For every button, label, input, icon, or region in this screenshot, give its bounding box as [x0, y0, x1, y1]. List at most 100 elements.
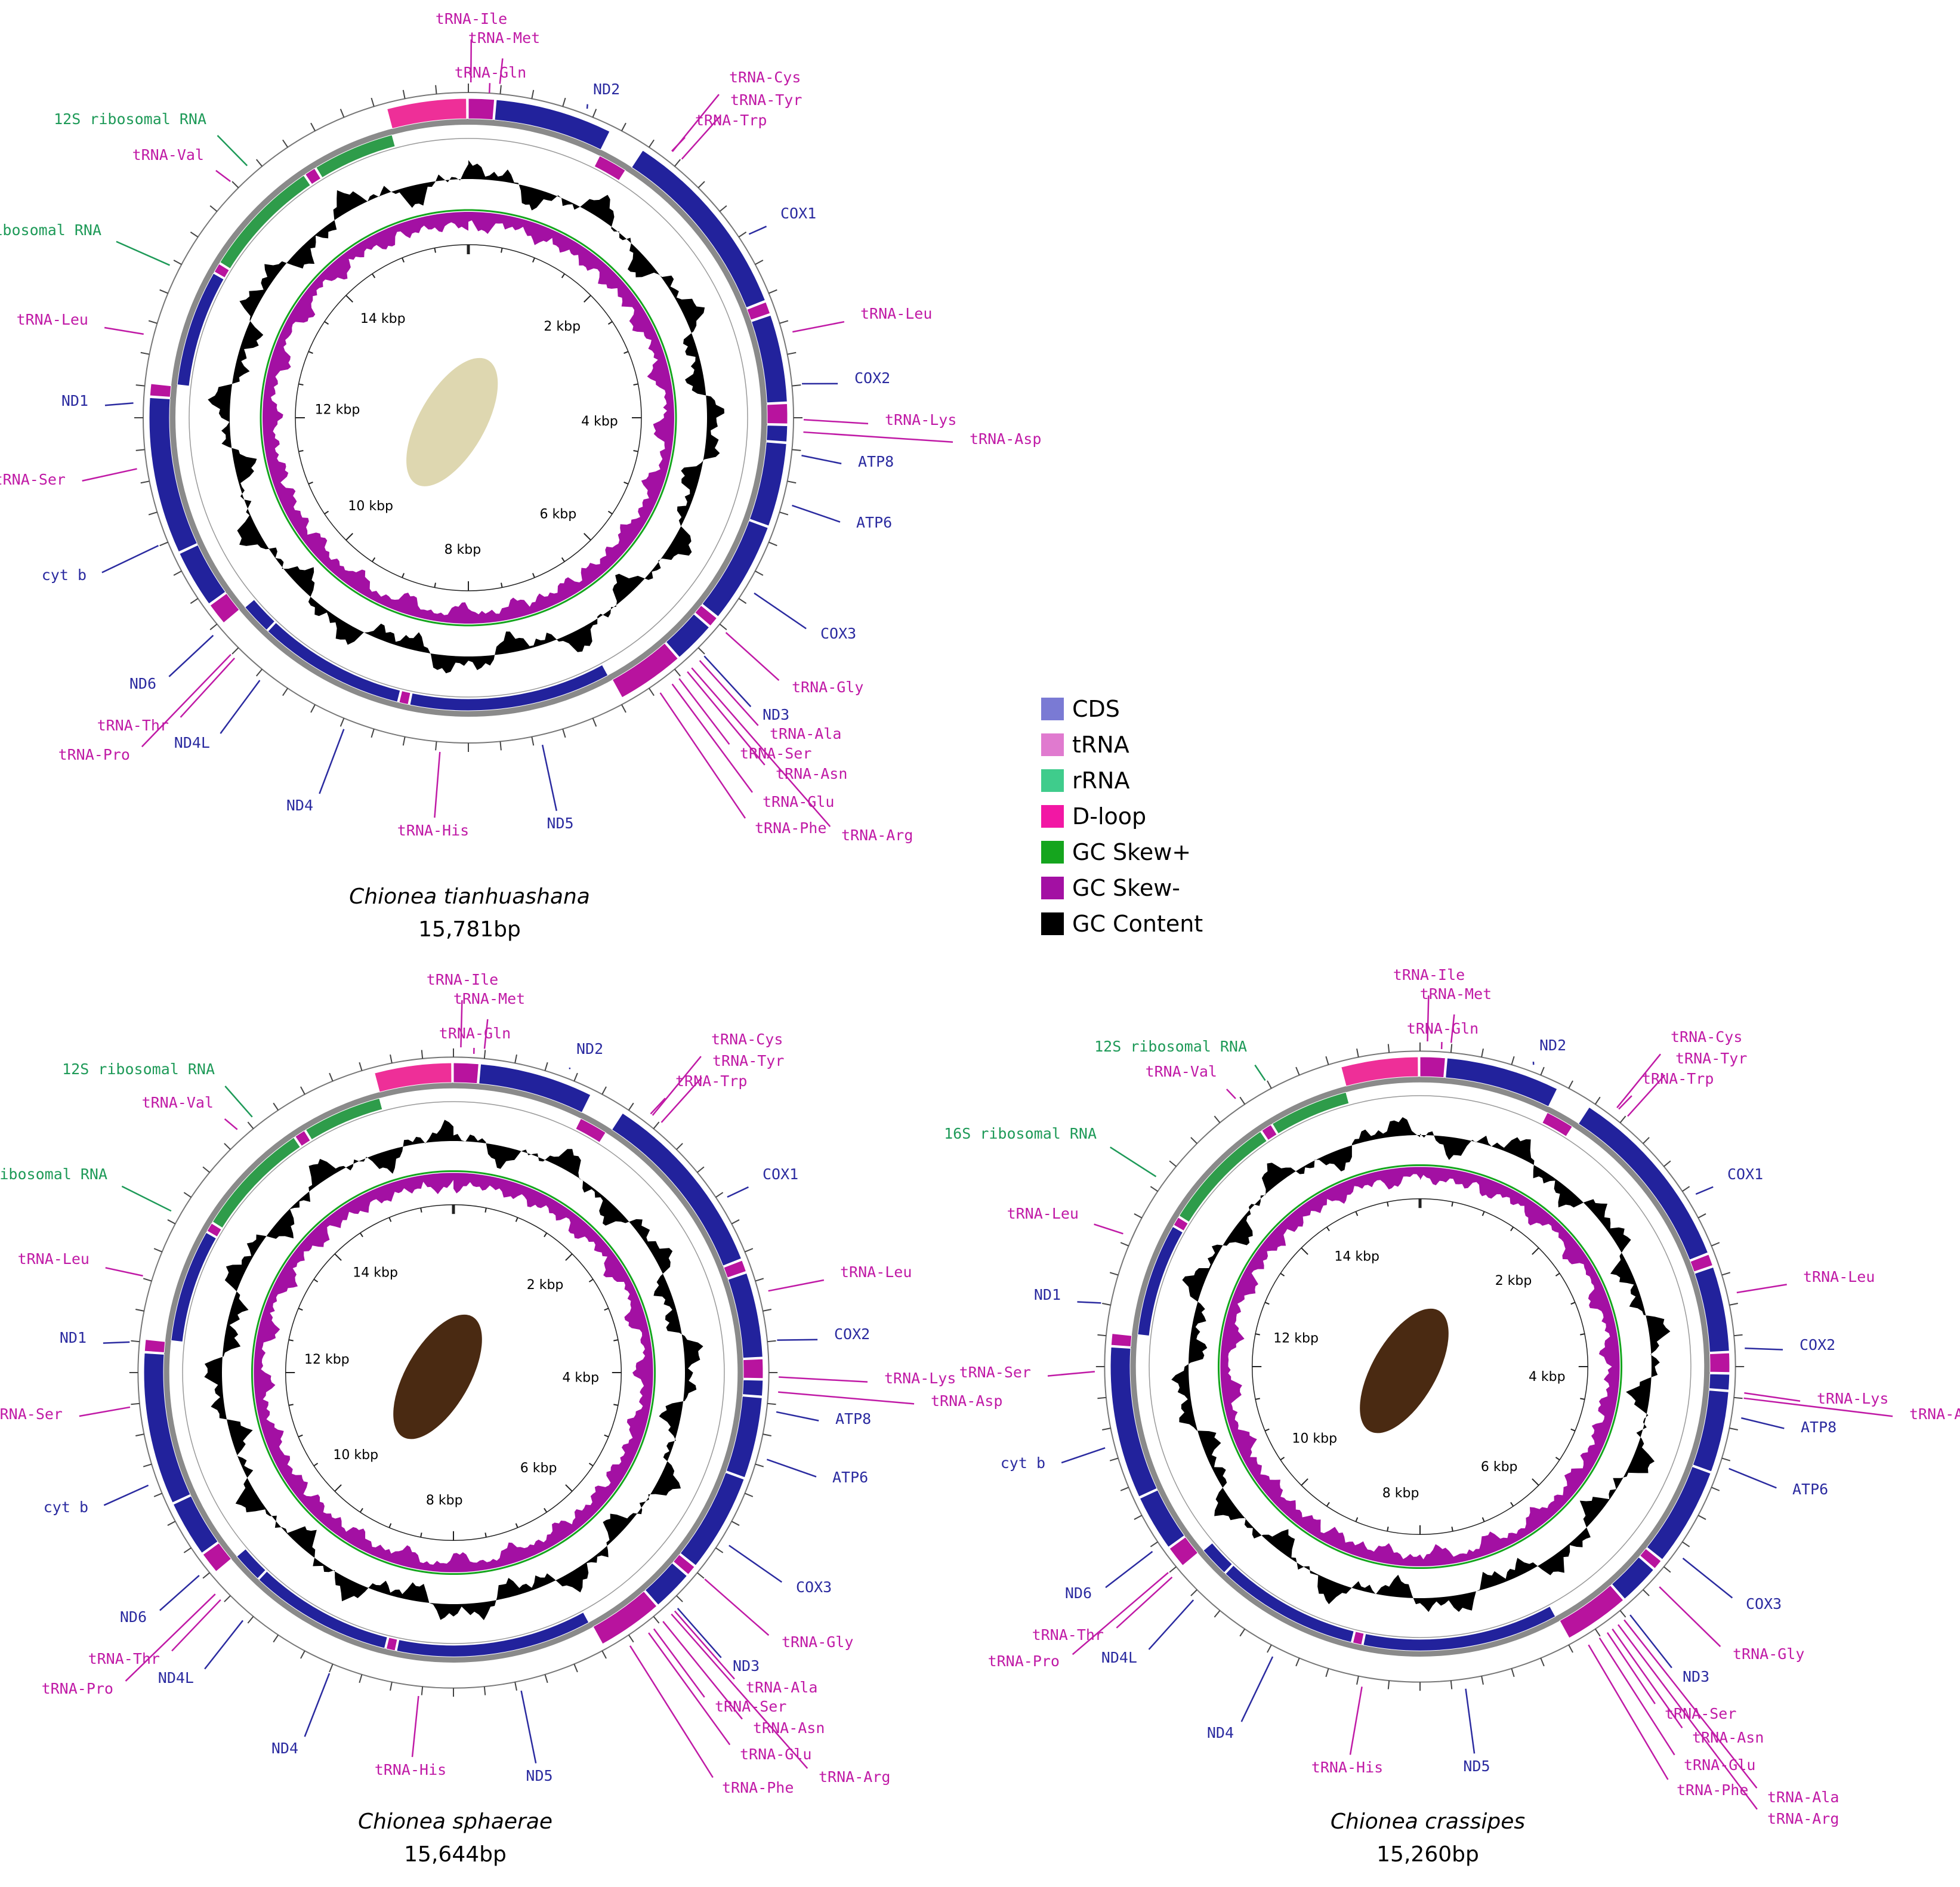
kbp-tick [288, 1339, 294, 1342]
tick [1643, 1137, 1650, 1144]
legend-label: GC Content [1072, 911, 1203, 937]
gene-block-cds [172, 1496, 218, 1554]
gene-block-rrna [305, 1097, 383, 1140]
tick [167, 1219, 176, 1225]
tick [143, 1278, 152, 1282]
gene-label: tRNA-Ala [1767, 1789, 1839, 1806]
leader-line [411, 1695, 419, 1758]
tick [1663, 1160, 1671, 1167]
tick [745, 1493, 754, 1497]
gene-label: ND1 [60, 1329, 87, 1346]
leader-line [687, 671, 766, 766]
tick [1682, 1186, 1690, 1192]
gene-label: tRNA-Phe [1677, 1781, 1748, 1799]
leader-line [629, 1645, 714, 1778]
leader-line [125, 1593, 216, 1682]
legend-label: rRNA [1072, 767, 1130, 794]
kbp-tick [420, 1533, 422, 1538]
kbp-tick [1264, 1302, 1270, 1305]
tick [779, 320, 789, 324]
leader-line [725, 632, 780, 681]
leader-line [1659, 1586, 1721, 1647]
kbp-tick [604, 1434, 609, 1438]
legend: CDS tRNA rRNA D-loop GC Skew+ GC Skew- G… [1041, 691, 1203, 942]
kbp-tick [1570, 1428, 1576, 1432]
map-chionea-crassipes: 2 kbp 4 kbp 6 kbp 8 kbp 10 kbp 12 kbp 14 kbp tR… [944, 966, 1960, 1827]
kbp-label: 2 kbp [527, 1278, 564, 1293]
kbp-label: 14 kbp [1334, 1250, 1379, 1265]
gene-label: ND3 [763, 706, 789, 723]
tick [1102, 1427, 1111, 1430]
kbp-tick [359, 1232, 363, 1238]
leader-line [304, 1673, 331, 1737]
gene-block-cds [742, 1379, 764, 1396]
tick [1356, 1676, 1359, 1685]
kbp-tick [1481, 1211, 1485, 1216]
gene-label: tRNA-Ile [1393, 966, 1465, 983]
kbp-tick [1510, 1226, 1514, 1232]
legend-item-gc-content: GC Content [1041, 906, 1203, 942]
kbp-tick [298, 450, 304, 452]
kbp-tick [1580, 1333, 1585, 1336]
kbp-tick [584, 533, 591, 541]
legend-item-d-loop: D-loop [1041, 798, 1203, 834]
leader-line [159, 1575, 200, 1611]
tick [173, 571, 182, 576]
tick [531, 90, 535, 99]
kbp-tick [402, 573, 405, 578]
tick [300, 1086, 305, 1095]
leader-line [650, 1097, 666, 1115]
gene-label: ND2 [593, 81, 620, 98]
tick [1239, 1629, 1246, 1637]
gene-label: tRNA-Val [132, 146, 204, 164]
tick [719, 205, 727, 212]
tick [674, 668, 681, 677]
tick [573, 1664, 578, 1673]
gene-block-trna [1173, 1217, 1189, 1232]
legend-swatch [1041, 769, 1064, 792]
gene-block-cds [396, 1612, 589, 1657]
kbp-tick [584, 295, 591, 303]
tick [763, 1433, 771, 1436]
leader-line [103, 1341, 130, 1344]
gene-block-rrna [1271, 1092, 1350, 1134]
leader-line [1616, 1053, 1662, 1108]
gene-label: COX2 [834, 1325, 870, 1343]
tick [1729, 1303, 1738, 1306]
tick [1214, 1115, 1221, 1123]
gene-label: tRNA-Ser [715, 1698, 786, 1715]
leader-line [1617, 1624, 1758, 1810]
legend-label: tRNA [1072, 732, 1129, 758]
leader-line [803, 431, 953, 443]
tick [738, 597, 747, 604]
gene-label: tRNA-Pro [58, 746, 130, 763]
tick [183, 1192, 192, 1198]
leader-line [1728, 1467, 1777, 1489]
leader-line [1743, 1397, 1893, 1417]
leader-line [671, 137, 686, 152]
gene-block-cds [749, 442, 787, 526]
kbp-label: 4 kbp [1529, 1370, 1566, 1385]
tick [531, 736, 535, 746]
gene-label: tRNA-Gly [792, 679, 863, 696]
leader-line [1629, 1614, 1672, 1669]
gene-label: tRNA-Ala [746, 1679, 817, 1696]
gene-block-cds [258, 1571, 388, 1649]
kbp-tick [388, 1217, 392, 1222]
gene-block-trna [295, 1130, 311, 1147]
tick [1711, 1242, 1720, 1247]
kbp-label: 6 kbp [520, 1461, 557, 1476]
gene-label: tRNA-Asp [931, 1392, 1002, 1410]
gene-label: tRNA-Ser [740, 745, 811, 762]
leader-line [1072, 1572, 1169, 1655]
leader-line [215, 169, 232, 182]
kbp-tick [544, 1232, 548, 1238]
gene-block-cds [1709, 1373, 1730, 1390]
leader-line [105, 1267, 143, 1277]
kbp-label: 2 kbp [544, 319, 581, 334]
insect-photo [406, 357, 498, 486]
gene-block-rrna [220, 175, 311, 269]
tick [371, 97, 375, 107]
tick [1643, 1589, 1650, 1596]
tick [755, 571, 764, 576]
